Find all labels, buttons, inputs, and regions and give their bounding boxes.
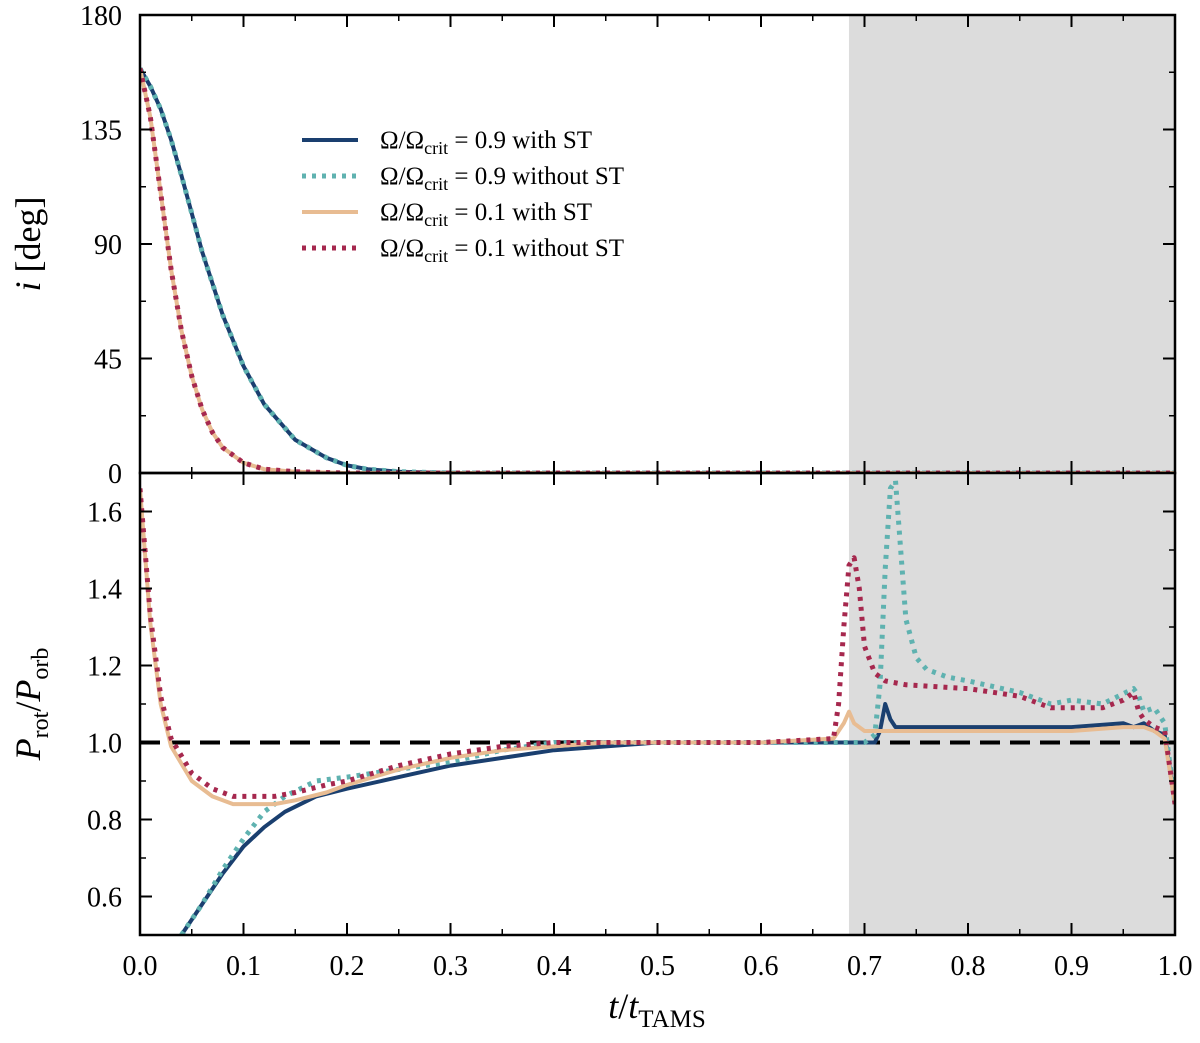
legend-label-s09no: Ω/Ωcrit = 0.9 without ST <box>380 163 624 194</box>
bottom-y-tick-label: 1.0 <box>87 729 122 760</box>
bottom-shaded-region <box>848 473 1175 935</box>
legend-label-s01st: Ω/Ωcrit = 0.1 with ST <box>380 199 592 230</box>
top-shaded-region <box>848 15 1175 473</box>
legend: Ω/Ωcrit = 0.9 with ST Ω/Ωcrit = 0.9 witho… <box>302 127 624 266</box>
x-tick-label: 0.2 <box>330 951 365 982</box>
top-y-ticks: 0 45 90 135 180 <box>80 1 1175 490</box>
legend-label-s09st: Ω/Ωcrit = 0.9 with ST <box>380 127 592 158</box>
x-tick-label: 0.6 <box>744 951 779 982</box>
panel-top: 0 45 90 135 180 i [deg] Ω/Ωcrit = 0.9 with S… <box>8 1 1177 490</box>
bottom-y-tick-label: 0.6 <box>87 883 122 914</box>
bottom-y-tick-label: 1.6 <box>87 498 122 529</box>
x-tick-label: 0.3 <box>433 951 468 982</box>
x-tick-label: 0.5 <box>640 951 675 982</box>
top-y-tick-label: 180 <box>80 1 122 32</box>
legend-label-s01no: Ω/Ωcrit = 0.1 without ST <box>380 235 624 266</box>
bottom-y-ticks: 0.6 0.8 1.0 1.2 1.4 1.6 <box>87 472 1175 936</box>
top-y-tick-label: 45 <box>94 345 122 376</box>
bottom-y-tick-label: 0.8 <box>87 806 122 837</box>
bottom-y-tick-label: 1.2 <box>87 652 122 683</box>
x-tick-label: 0.8 <box>951 951 986 982</box>
bottom-series-s01no <box>140 488 1175 805</box>
top-y-tick-label: 90 <box>94 230 122 261</box>
x-tick-label: 1.0 <box>1158 951 1193 982</box>
x-tick-label: 0.7 <box>847 951 882 982</box>
bottom-y-axis-label: Prot/Porb <box>8 648 54 762</box>
bottom-y-tick-label: 1.4 <box>87 575 122 606</box>
panel-bottom: 0.6 0.8 1.0 1.2 1.4 1.6 0.0 0.1 0.2 0.3 0.4 0.5 0.6… <box>8 471 1193 1033</box>
bottom-x-ticks: 0.0 0.1 0.2 0.3 0.4 0.5 0.6 0.7 0.8 0.9 1.0 <box>123 473 1193 982</box>
bottom-series-group <box>140 478 1175 935</box>
x-tick-label: 0.0 <box>123 951 158 982</box>
x-tick-label: 0.4 <box>537 951 572 982</box>
top-y-axis-label: i [deg] <box>8 197 48 292</box>
top-y-tick-label: 135 <box>80 116 122 147</box>
x-tick-label: 0.9 <box>1054 951 1089 982</box>
x-tick-label: 0.1 <box>226 951 261 982</box>
top-y-tick-label: 0 <box>108 459 122 490</box>
x-axis-label: t/tTAMS <box>608 986 706 1033</box>
